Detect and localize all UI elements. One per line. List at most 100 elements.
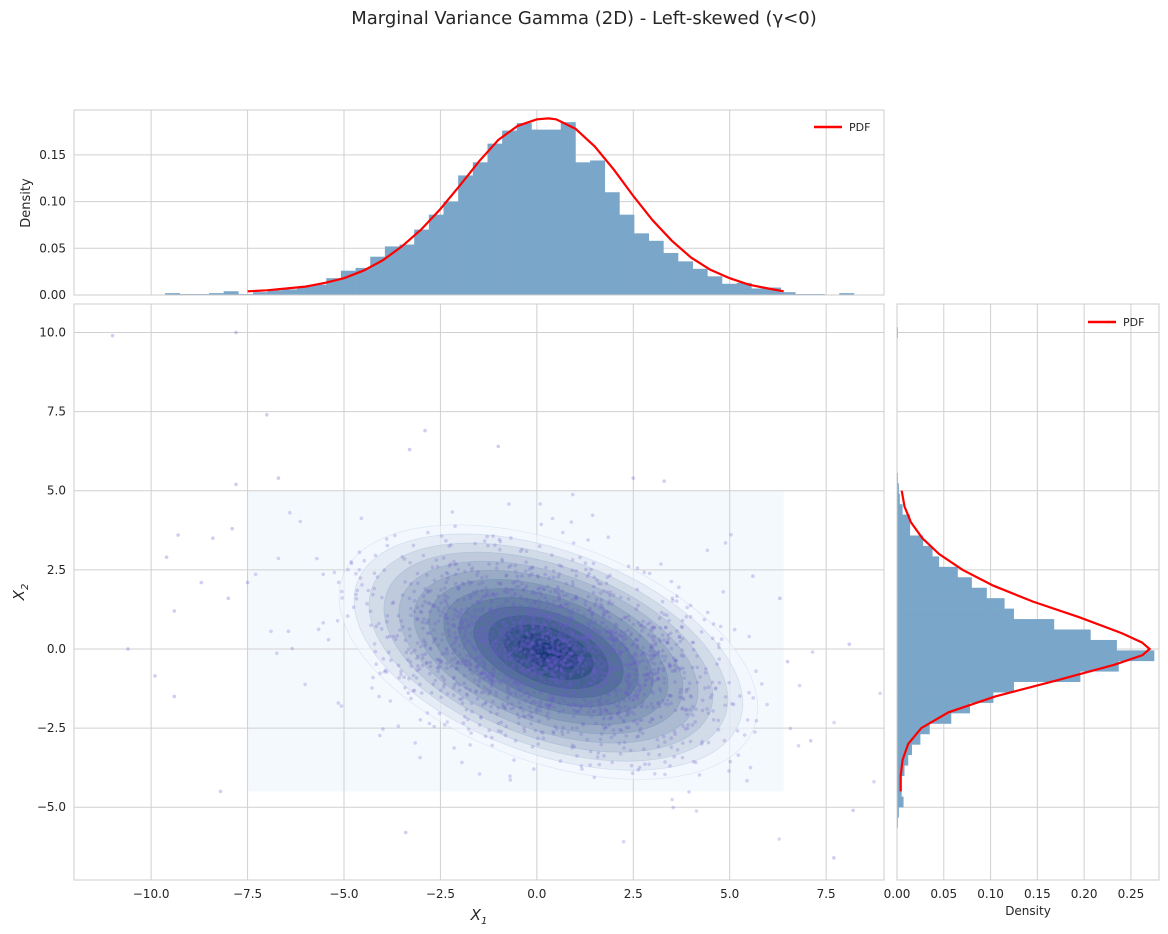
histogram-bar [384, 246, 400, 295]
x-tick-label: 5.0 [720, 887, 739, 901]
histogram-bar [897, 556, 940, 568]
histogram-bar [590, 160, 606, 295]
histogram-bar [780, 292, 796, 295]
histogram-bar [296, 286, 312, 295]
y-tick-label: 0.10 [39, 195, 66, 209]
histogram-bar [897, 577, 972, 589]
joint-scatter-plot: −10.0 −7.5 −5.0 −2.5 0.0 2.5 5.0 7.5 −5.0 −2.5 0.… [10, 303, 885, 927]
histogram-bar [897, 786, 902, 797]
histogram-bar [897, 504, 903, 515]
histogram-bar [897, 660, 1119, 672]
x-tick-label: 2.5 [624, 887, 643, 901]
y-tick-label: −5.0 [37, 800, 66, 814]
histogram-bar [399, 244, 415, 295]
histogram-bar [311, 284, 327, 295]
histogram-bar [897, 692, 994, 703]
x-tick-label: −10.0 [133, 887, 170, 901]
histogram-bar [560, 122, 576, 296]
y-tick-label: 2.5 [47, 563, 66, 577]
y-tick-label: 0.05 [39, 241, 66, 255]
main-y-axis-label: X2 [10, 584, 31, 602]
histogram-bar [414, 229, 430, 295]
histogram-bar [516, 123, 532, 295]
x-tick-label: −5.0 [329, 887, 358, 901]
histogram-bar [897, 608, 1014, 620]
top-legend[interactable]: PDF [814, 121, 870, 134]
y-tick-label: 0.15 [39, 148, 66, 162]
figure-title: Marginal Variance Gamma (2D) - Left-skew… [351, 8, 817, 29]
histogram-bar [692, 268, 708, 295]
histogram-bar [546, 129, 562, 295]
histogram-bar [897, 713, 952, 724]
histogram-bar [458, 175, 474, 295]
scatter-points [110, 330, 882, 860]
histogram-bar [209, 293, 224, 295]
top-pdf-curve [247, 117, 784, 293]
x-tick-label: 0.05 [930, 887, 957, 901]
histogram-bar [897, 702, 970, 714]
top-axes-frame [73, 109, 885, 296]
x-tick-label: −7.5 [233, 887, 262, 901]
histogram-bar [165, 293, 180, 295]
y-tick-label: 0.0 [47, 642, 66, 656]
right-pdf-curve [899, 490, 1152, 792]
right-legend-label: PDF [1123, 316, 1144, 329]
histogram-bar [897, 650, 1155, 662]
main-y-ticks: −5.0 −2.5 0.0 2.5 5.0 7.5 10.0 [37, 325, 66, 814]
y-tick-label: 0.00 [39, 288, 66, 302]
histogram-bar [355, 267, 371, 295]
x-tick-label: 0.25 [1118, 887, 1145, 901]
histogram-bar [707, 276, 723, 295]
x-tick-label: 0.0 [527, 887, 546, 901]
x-tick-label: 7.5 [817, 887, 836, 901]
top-y-axis-label: Density [19, 178, 34, 228]
histogram-bar [663, 252, 679, 295]
right-marginal-histogram: 0.00 0.05 0.10 0.15 0.20 0.25 Density PDF [884, 303, 1160, 918]
y-tick-label: −2.5 [37, 721, 66, 735]
histogram-bar [736, 282, 752, 295]
histogram-bar [897, 545, 933, 557]
right-x-axis-label: Density [1005, 904, 1051, 918]
y-tick-label: 10.0 [39, 325, 66, 339]
histogram-bar [531, 129, 547, 295]
right-legend[interactable]: PDF [1088, 316, 1144, 329]
histogram-bar [897, 723, 930, 735]
top-y-ticks: 0.00 0.05 0.10 0.15 [39, 148, 66, 302]
main-x-ticks: −10.0 −7.5 −5.0 −2.5 0.0 2.5 5.0 7.5 [133, 887, 836, 901]
histogram-bar [575, 162, 591, 295]
histogram-bar [502, 130, 518, 295]
histogram-bar [897, 796, 904, 808]
histogram-bar [428, 214, 444, 295]
histogram-bar [678, 261, 693, 295]
x-tick-label: 0.15 [1024, 887, 1051, 901]
histogram-bar [267, 290, 283, 295]
histogram-bar [839, 293, 855, 295]
histogram-bar [487, 143, 503, 295]
histogram-bar [897, 587, 987, 599]
histogram-bar [897, 525, 911, 536]
histogram-bar [897, 681, 1014, 693]
x-tick-label: −2.5 [426, 887, 455, 901]
top-legend-label: PDF [849, 121, 870, 134]
histogram-bar [223, 291, 239, 295]
main-axes-frame [73, 303, 885, 881]
histogram-bar [897, 598, 1005, 609]
y-tick-label: 5.0 [47, 484, 66, 498]
histogram-bar [897, 483, 899, 495]
histogram-bar [897, 619, 1055, 630]
histogram-bar [897, 493, 900, 505]
histogram-bar [765, 287, 781, 295]
histogram-bar [897, 629, 1091, 641]
histogram-bar [897, 639, 1117, 651]
histogram-bar [370, 256, 386, 295]
histogram-bar [282, 289, 298, 295]
histogram-bar [897, 733, 921, 745]
x-tick-label: 0.20 [1071, 887, 1098, 901]
histogram-bar [619, 214, 635, 295]
histogram-bar [648, 240, 664, 295]
histogram-bar [443, 201, 459, 295]
x-tick-label: 0.10 [977, 887, 1004, 901]
top-histogram-bars [165, 122, 855, 296]
histogram-bar [472, 162, 488, 295]
